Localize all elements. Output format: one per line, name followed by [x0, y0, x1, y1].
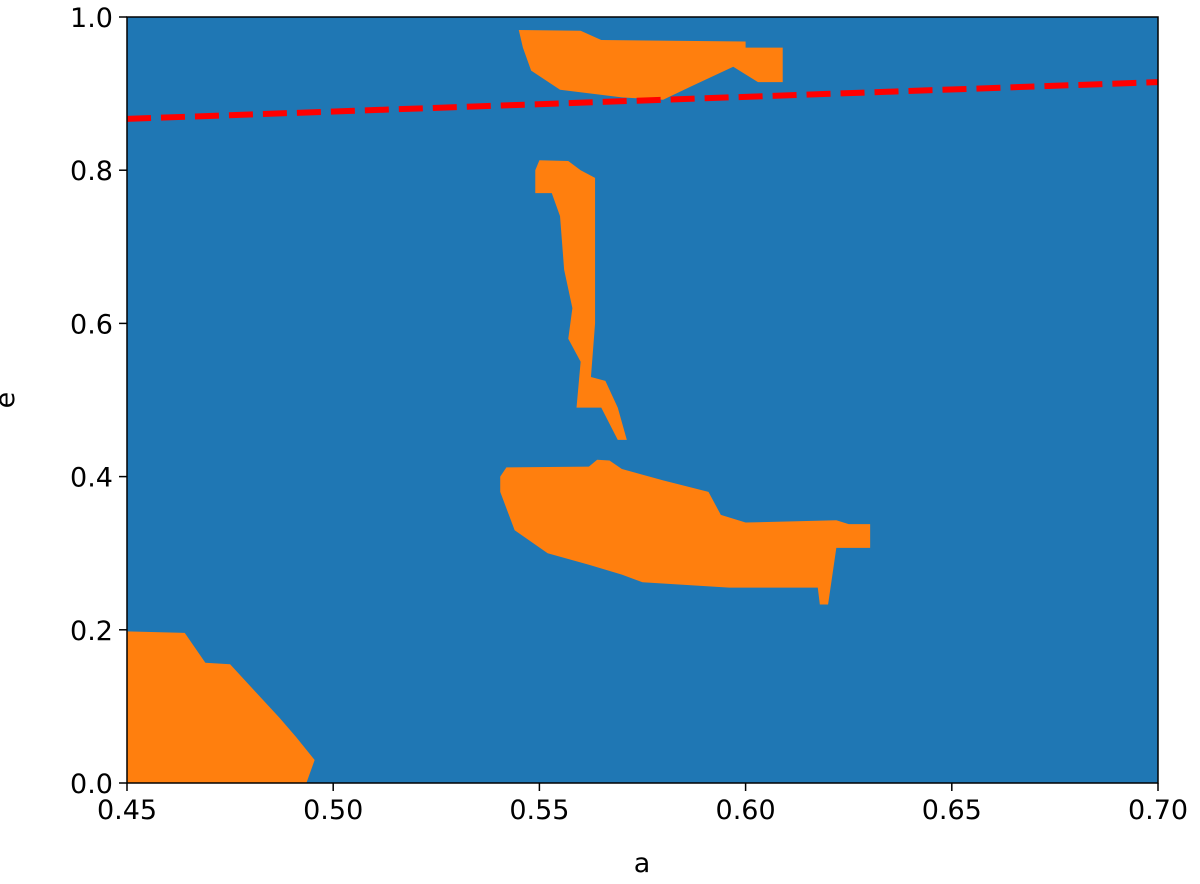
region [127, 631, 315, 783]
dashed-line [126, 79, 1159, 122]
y-tick-label: 0.0 [70, 769, 113, 800]
y-tick-label: 1.0 [70, 3, 113, 34]
region [518, 30, 783, 100]
x-tick-label: 0.60 [716, 795, 776, 826]
region [500, 459, 871, 605]
y-tick-label: 0.6 [70, 309, 113, 340]
plot-background [127, 17, 1158, 783]
x-tick-label: 0.45 [97, 795, 157, 826]
plot-frame [126, 16, 1159, 784]
y-tick-label: 0.4 [70, 463, 113, 494]
x-tick-label: 0.55 [509, 795, 569, 826]
y-axis-label: e [0, 392, 21, 409]
x-tick-label: 0.65 [922, 795, 982, 826]
x-axis-label: a [634, 848, 651, 879]
y-tick-label: 0.8 [70, 156, 113, 187]
x-tick-label: 0.70 [1128, 795, 1188, 826]
x-tick-label: 0.50 [303, 795, 363, 826]
region [535, 160, 627, 440]
y-tick-label: 0.2 [70, 616, 113, 647]
